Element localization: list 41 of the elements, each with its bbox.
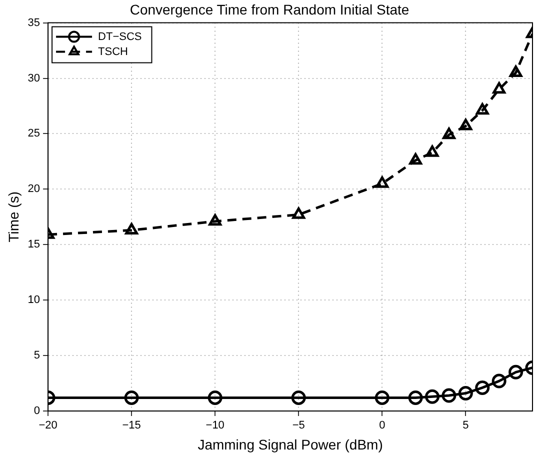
point xyxy=(492,374,506,388)
x-tick-label: −5 xyxy=(292,420,305,432)
y-tick-label: 15 xyxy=(28,238,40,251)
y-tick-label: 25 xyxy=(28,128,40,140)
point xyxy=(408,390,423,405)
point xyxy=(442,128,456,140)
point xyxy=(291,390,306,405)
point xyxy=(125,222,138,234)
y-tick-label: 5 xyxy=(34,350,40,362)
point xyxy=(509,65,522,77)
point xyxy=(409,153,422,165)
x-tick-label: −10 xyxy=(206,420,224,432)
point xyxy=(124,390,139,405)
point xyxy=(376,176,389,188)
point xyxy=(208,214,222,226)
point xyxy=(459,118,472,130)
point xyxy=(476,103,489,115)
x-axis-title: Jamming Signal Power (dBm) xyxy=(198,436,383,452)
x-tick-label: −20 xyxy=(38,420,58,432)
chart-title: Convergence Time from Random Initial State xyxy=(130,1,410,18)
y-tick-label: 20 xyxy=(28,183,40,196)
point xyxy=(426,145,439,157)
y-axis-title: Time (s) xyxy=(5,191,22,242)
point xyxy=(492,82,506,94)
point xyxy=(374,390,390,405)
point xyxy=(442,388,456,403)
x-tick-label: 5 xyxy=(462,420,469,432)
point xyxy=(458,386,473,401)
point xyxy=(208,390,222,405)
x-tick-label: 0 xyxy=(379,420,386,432)
y-tick-label: 30 xyxy=(28,72,40,84)
legend-label: TSCH xyxy=(98,46,128,58)
point xyxy=(508,364,524,380)
x-tick-label: −15 xyxy=(122,420,141,432)
point xyxy=(292,207,306,219)
legend-label: DT−SCS xyxy=(98,30,142,43)
y-tick-label: 0 xyxy=(34,405,40,418)
point xyxy=(425,389,440,404)
point xyxy=(475,380,490,395)
y-tick-label: 35 xyxy=(28,16,40,29)
y-tick-label: 10 xyxy=(28,294,40,306)
